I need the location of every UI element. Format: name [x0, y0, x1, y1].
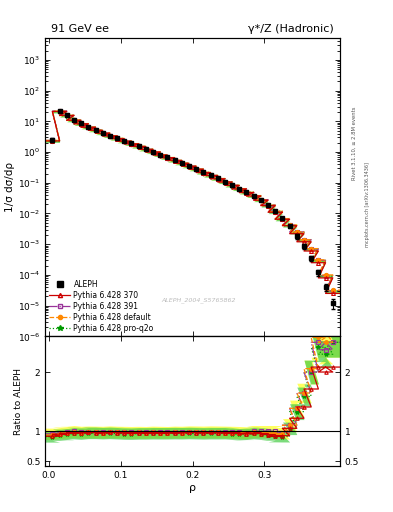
Text: Rivet 3.1.10, ≥ 2.8M events: Rivet 3.1.10, ≥ 2.8M events: [352, 106, 357, 180]
Text: γ*/Z (Hadronic): γ*/Z (Hadronic): [248, 24, 334, 34]
X-axis label: ρ: ρ: [189, 482, 196, 493]
Text: mcplots.cern.ch [arXiv:1306.3436]: mcplots.cern.ch [arXiv:1306.3436]: [365, 162, 371, 247]
Y-axis label: 1/σ dσ/dρ: 1/σ dσ/dρ: [5, 162, 15, 212]
Text: 91 GeV ee: 91 GeV ee: [51, 24, 109, 34]
Legend: ALEPH, Pythia 6.428 370, Pythia 6.428 391, Pythia 6.428 default, Pythia 6.428 pr: ALEPH, Pythia 6.428 370, Pythia 6.428 39…: [49, 280, 154, 333]
Y-axis label: Ratio to ALEPH: Ratio to ALEPH: [14, 368, 23, 435]
Text: ALEPH_2004_S5765862: ALEPH_2004_S5765862: [161, 298, 236, 304]
